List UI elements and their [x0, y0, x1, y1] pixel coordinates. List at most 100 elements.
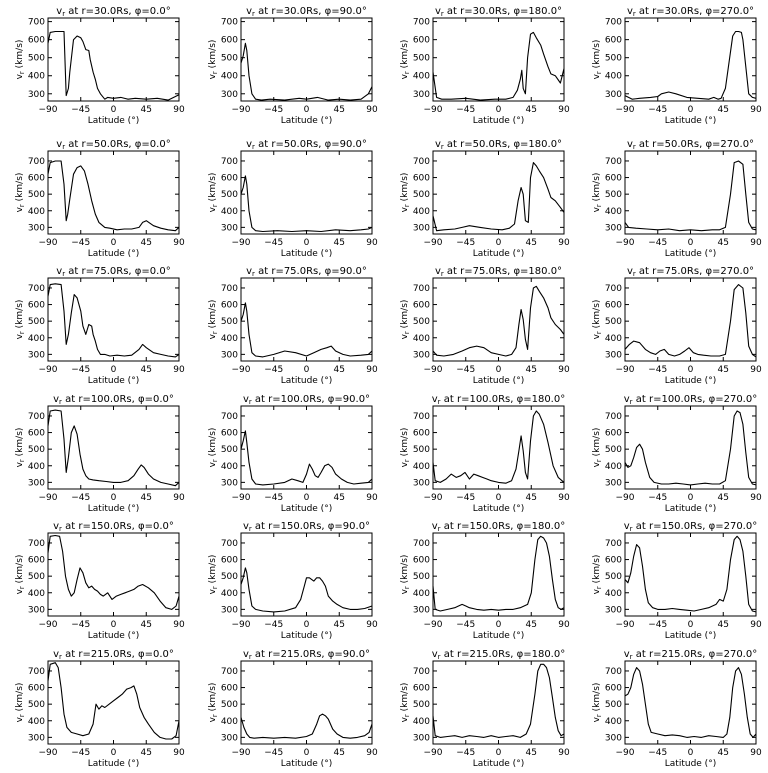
y-tick-label: 700: [413, 157, 430, 167]
panel-title: vr at r=75.0Rs, φ=270.0°: [627, 266, 754, 278]
y-axis-label: vr (km/s): [15, 555, 26, 595]
y-tick-label: 500: [221, 700, 238, 710]
x-tick-label: 45: [141, 748, 152, 758]
plot-frame: [432, 277, 565, 362]
x-tick-label: 0: [496, 493, 502, 503]
panel-2: vr at r=30.0Rs, φ=90.0° −90 −45 0 45 90 300 400…: [208, 6, 378, 126]
y-tick-label: 500: [413, 700, 430, 710]
y-axis-label: vr (km/s): [208, 683, 219, 723]
panel-7: vr at r=50.0Rs, φ=180.0° −90 −45 0 45 90 300 40…: [400, 139, 570, 259]
y-tick-label: 300: [221, 733, 238, 743]
series-line: [47, 160, 180, 232]
x-tick-label: −90: [39, 748, 58, 758]
y-tick-label: 700: [28, 412, 45, 422]
x-tick-label: −45: [71, 620, 90, 630]
x-tick-label: −45: [648, 238, 667, 248]
y-tick-label: 300: [413, 733, 430, 743]
y-tick-label: 400: [413, 334, 430, 344]
x-tick-label: 0: [688, 493, 694, 503]
y-axis-label: vr (km/s): [592, 40, 603, 80]
x-axis-label: Latitude (°): [281, 504, 332, 514]
panel-6: vr at r=50.0Rs, φ=90.0° −90 −45 0 45 90 300 400…: [208, 139, 378, 259]
y-tick-label: 600: [413, 556, 430, 566]
panel-19: vr at r=150.0Rs, φ=180.0° −90 −45 0 45 90 300 4…: [400, 521, 570, 641]
x-tick-label: −90: [39, 105, 58, 115]
x-tick-label: 0: [111, 238, 117, 248]
x-tick-label: −45: [71, 748, 90, 758]
x-tick-label: −45: [648, 105, 667, 115]
panel-3: vr at r=30.0Rs, φ=180.0° −90 −45 0 45 90 300 40…: [400, 6, 570, 126]
y-axis-label: vr (km/s): [400, 300, 411, 340]
plot-frame: [432, 532, 565, 617]
y-tick-label: 400: [221, 207, 238, 217]
y-tick-label: 600: [28, 174, 45, 184]
x-tick-label: 90: [750, 620, 762, 630]
y-tick-label: 700: [221, 157, 238, 167]
panel-23: vr at r=215.0Rs, φ=180.0° −90 −45 0 45 90 300 4…: [400, 649, 570, 769]
y-tick-label: 400: [413, 72, 430, 82]
x-axis-label: Latitude (°): [665, 759, 716, 768]
y-tick-label: 500: [28, 572, 45, 582]
y-tick-label: 500: [605, 190, 622, 200]
y-tick-label: 600: [28, 429, 45, 439]
y-tick-label: 500: [221, 54, 238, 64]
series-line: [240, 567, 373, 613]
y-tick-label: 400: [413, 589, 430, 599]
y-tick-label: 300: [605, 605, 622, 615]
y-tick-label: 300: [605, 478, 622, 488]
plot-frame: [240, 532, 373, 617]
y-tick-label: 700: [28, 667, 45, 677]
plot-frame: [47, 277, 180, 362]
y-tick-label: 300: [605, 223, 622, 233]
panel-8: vr at r=50.0Rs, φ=270.0° −90 −45 0 45 90 300 40…: [592, 139, 762, 259]
panel-title: vr at r=100.0Rs, φ=270.0°: [624, 394, 757, 406]
y-tick-label: 300: [28, 478, 45, 488]
x-tick-label: 0: [111, 493, 117, 503]
x-axis-label: Latitude (°): [88, 504, 139, 514]
y-tick-label: 300: [28, 223, 45, 233]
x-tick-label: −45: [264, 493, 283, 503]
x-tick-label: 90: [558, 238, 570, 248]
series-line: [624, 667, 757, 738]
panel-15: vr at r=100.0Rs, φ=180.0° −90 −45 0 45 90 300 4…: [400, 394, 570, 514]
x-tick-label: 0: [304, 238, 310, 248]
plot-frame: [432, 17, 565, 102]
panel-24: vr at r=215.0Rs, φ=270.0° −90 −45 0 45 90 300 4…: [592, 649, 762, 769]
x-tick-label: 45: [141, 105, 152, 115]
series-line: [47, 662, 180, 740]
y-tick-label: 600: [413, 36, 430, 46]
y-tick-label: 700: [413, 284, 430, 294]
series-line: [624, 410, 757, 486]
y-tick-label: 600: [221, 556, 238, 566]
y-tick-label: 500: [221, 317, 238, 327]
x-tick-label: 45: [526, 493, 537, 503]
plot-frame: [624, 150, 757, 235]
y-tick-label: 700: [221, 18, 238, 28]
x-tick-label: 90: [173, 238, 185, 248]
panel-4: vr at r=30.0Rs, φ=270.0° −90 −45 0 45 90 300 40…: [592, 6, 762, 126]
y-tick-label: 400: [28, 589, 45, 599]
x-axis-label: Latitude (°): [473, 249, 524, 259]
y-tick-label: 700: [413, 539, 430, 549]
x-tick-label: 90: [750, 365, 762, 375]
plot-frame: [47, 17, 180, 102]
x-tick-label: 45: [526, 365, 537, 375]
plot-frame: [47, 660, 180, 745]
panel-title: vr at r=30.0Rs, φ=270.0°: [627, 6, 754, 18]
x-tick-label: −45: [648, 493, 667, 503]
y-tick-label: 700: [605, 667, 622, 677]
x-tick-label: 90: [366, 238, 378, 248]
x-tick-label: 0: [111, 105, 117, 115]
x-tick-label: −90: [616, 620, 635, 630]
y-axis-label: vr (km/s): [592, 428, 603, 468]
x-axis-label: Latitude (°): [88, 631, 139, 641]
x-tick-label: 45: [718, 105, 729, 115]
y-tick-label: 300: [221, 478, 238, 488]
x-axis-label: Latitude (°): [281, 759, 332, 768]
y-tick-label: 400: [221, 462, 238, 472]
y-tick-label: 700: [28, 539, 45, 549]
y-tick-label: 700: [221, 539, 238, 549]
y-axis-label: vr (km/s): [400, 555, 411, 595]
